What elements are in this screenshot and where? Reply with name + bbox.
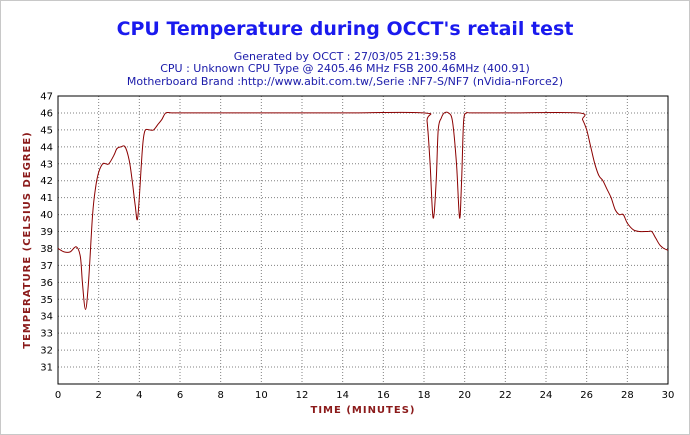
subtitle-generated: Generated by OCCT : 27/03/05 21:39:58 <box>233 50 457 63</box>
x-tick-label: 14 <box>336 390 349 401</box>
y-tick-label: 42 <box>40 176 53 187</box>
x-tick-label: 6 <box>177 390 183 401</box>
y-tick-label: 37 <box>40 261 53 272</box>
x-tick-label: 8 <box>217 390 223 401</box>
y-tick-label: 43 <box>40 159 53 170</box>
x-tick-label: 30 <box>662 390 675 401</box>
y-tick-labels: 31 32 33 34 35 36 37 38 39 40 41 42 43 44 45 46 47 <box>40 92 53 374</box>
x-axis-label: TIME (MINUTES) <box>311 405 416 416</box>
x-tick-label: 12 <box>296 390 309 401</box>
x-tick-label: 24 <box>540 390 553 401</box>
y-tick-label: 35 <box>40 295 53 306</box>
y-axis-label: TEMPERATURE (CELSIUS DEGREE) <box>22 131 33 349</box>
x-tick-label: 22 <box>499 390 512 401</box>
y-tick-label: 44 <box>40 142 53 153</box>
x-tick-label: 16 <box>377 390 390 401</box>
y-tick-label: 31 <box>40 363 53 374</box>
x-tick-label: 26 <box>580 390 593 401</box>
y-tick-label: 32 <box>40 346 53 357</box>
y-tick-label: 34 <box>40 312 53 323</box>
subtitle-motherboard: Motherboard Brand :http://www.abit.com.t… <box>126 75 564 88</box>
y-tick-label: 39 <box>40 227 53 238</box>
x-tick-labels: 0 2 4 6 8 10 12 14 16 18 20 22 24 26 28 30 <box>55 390 675 401</box>
y-tick-label: 38 <box>40 244 53 255</box>
x-tick-label: 28 <box>621 390 634 401</box>
y-tick-label: 33 <box>40 329 53 340</box>
temperature-series-line <box>57 111 669 311</box>
y-tick-label: 41 <box>40 193 53 204</box>
y-tick-label: 45 <box>40 125 53 136</box>
x-tick-label: 4 <box>136 390 142 401</box>
subtitle-cpu: CPU : Unknown CPU Type @ 2405.46 MHz FSB… <box>160 62 530 75</box>
x-tick-label: 18 <box>418 390 431 401</box>
plot-area <box>57 95 669 385</box>
y-tick-label: 40 <box>40 210 53 221</box>
y-tick-label: 36 <box>40 278 53 289</box>
y-tick-label: 46 <box>40 108 53 119</box>
grid <box>57 95 669 384</box>
x-tick-label: 2 <box>95 390 101 401</box>
x-tick-label: 0 <box>55 390 61 401</box>
y-tick-label: 47 <box>40 92 53 103</box>
chart-title: CPU Temperature during OCCT's retail tes… <box>116 18 574 40</box>
x-tick-label: 10 <box>255 390 268 401</box>
x-tick-label: 20 <box>458 390 471 401</box>
